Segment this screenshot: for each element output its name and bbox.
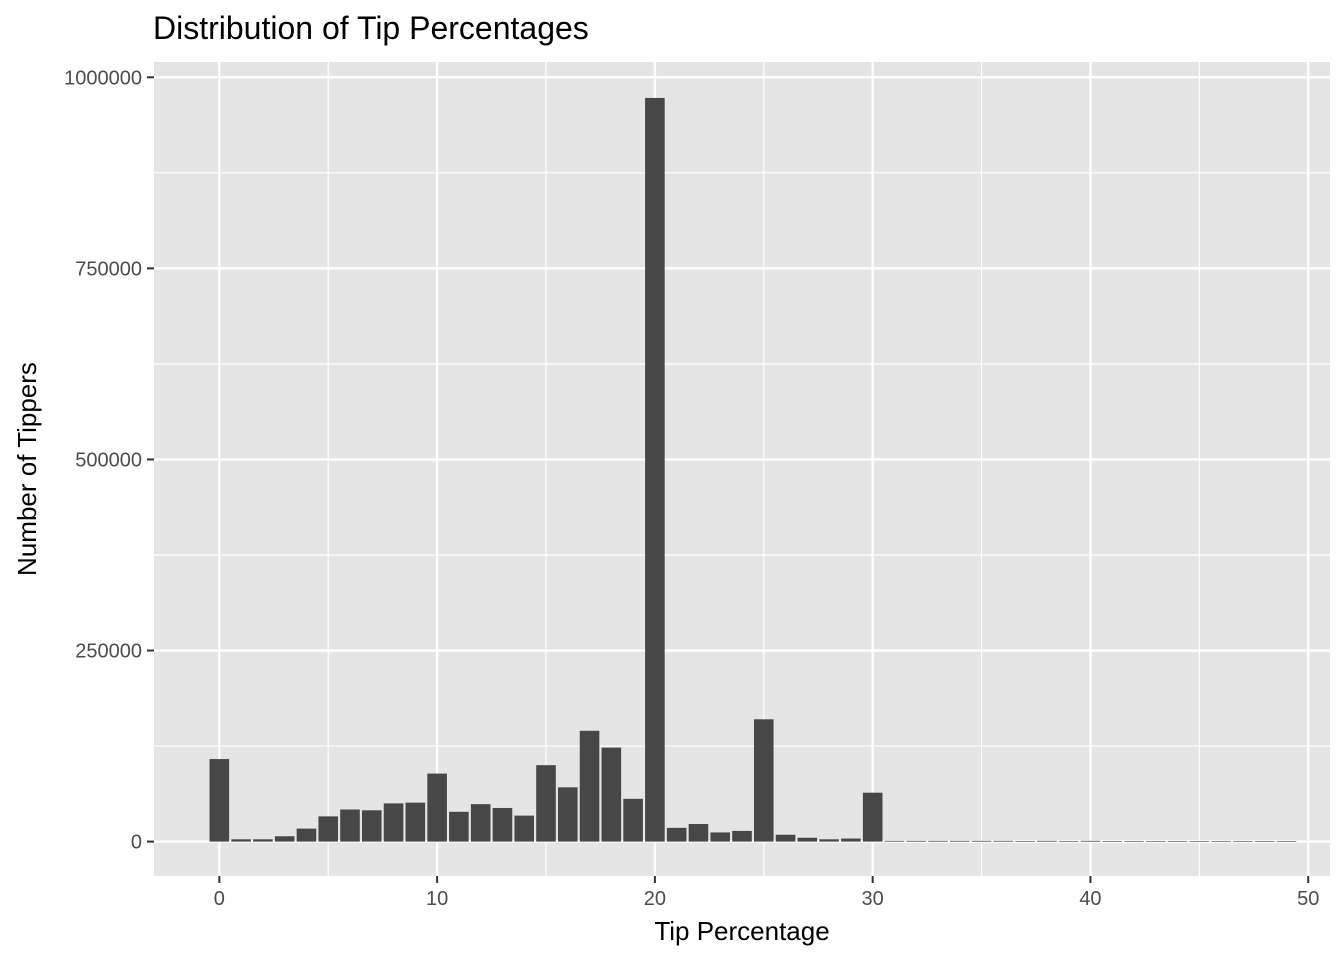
bar: [492, 807, 513, 842]
x-tick-label: 40: [1079, 888, 1101, 910]
bar: [949, 840, 970, 842]
y-tick-label: 500000: [75, 449, 142, 471]
bar: [253, 839, 273, 842]
bar: [1276, 841, 1297, 842]
bar: [645, 97, 665, 842]
x-tick-label: 20: [644, 888, 666, 910]
bar: [1080, 840, 1101, 842]
bar: [405, 802, 426, 842]
bar: [971, 840, 992, 842]
bar: [514, 815, 535, 842]
bar: [1015, 841, 1035, 842]
bar: [579, 730, 600, 842]
bar: [231, 839, 251, 842]
bar: [753, 719, 774, 842]
bar: [1233, 841, 1253, 842]
bar: [1211, 841, 1231, 842]
bar: [470, 804, 491, 842]
x-tick-label: 30: [862, 888, 884, 910]
bar: [340, 809, 360, 842]
bar: [688, 824, 709, 842]
bar: [1167, 841, 1188, 842]
x-axis: 0 10 20 30 40 50: [214, 876, 1319, 910]
y-tick-label: 0: [131, 832, 142, 854]
bar: [710, 832, 731, 842]
bar: [1145, 841, 1166, 842]
x-tick-label: 10: [426, 888, 448, 910]
bar: [296, 828, 317, 842]
bar: [449, 811, 469, 842]
bar: [536, 765, 556, 842]
plot-panel: [154, 62, 1330, 876]
bar: [209, 759, 230, 842]
y-axis-title: Number of Tippers: [12, 362, 42, 576]
bar: [797, 837, 818, 842]
bar: [318, 816, 339, 842]
y-axis: 0 250000 500000 750000 1000000: [64, 67, 154, 854]
bar: [862, 792, 883, 842]
chart-title: Distribution of Tip Percentages: [153, 10, 589, 46]
x-tick-label: 0: [214, 888, 225, 910]
bar: [1058, 841, 1079, 842]
bar: [361, 810, 382, 842]
bar: [427, 773, 447, 842]
bar: [819, 839, 839, 842]
bar: [993, 840, 1014, 842]
y-tick-label: 1000000: [64, 67, 142, 89]
bar: [775, 834, 796, 842]
bar: [557, 787, 578, 842]
bar: [928, 840, 948, 842]
x-axis-title: Tip Percentage: [654, 916, 829, 946]
bar: [884, 840, 905, 842]
bar: [1124, 841, 1144, 842]
bar: [1037, 840, 1057, 842]
bar: [841, 838, 861, 842]
bar: [274, 836, 295, 842]
bar: [601, 747, 622, 842]
y-tick-label: 750000: [75, 258, 142, 280]
bar: [906, 840, 927, 842]
bar: [732, 830, 752, 842]
bar: [623, 798, 643, 842]
bar-series: [209, 97, 1297, 842]
x-tick-label: 50: [1297, 888, 1319, 910]
bar: [383, 803, 404, 842]
bar: [1254, 841, 1275, 842]
bar: [666, 827, 687, 842]
bar: [1102, 841, 1123, 842]
y-tick-label: 250000: [75, 641, 142, 663]
bar: [1189, 841, 1210, 842]
